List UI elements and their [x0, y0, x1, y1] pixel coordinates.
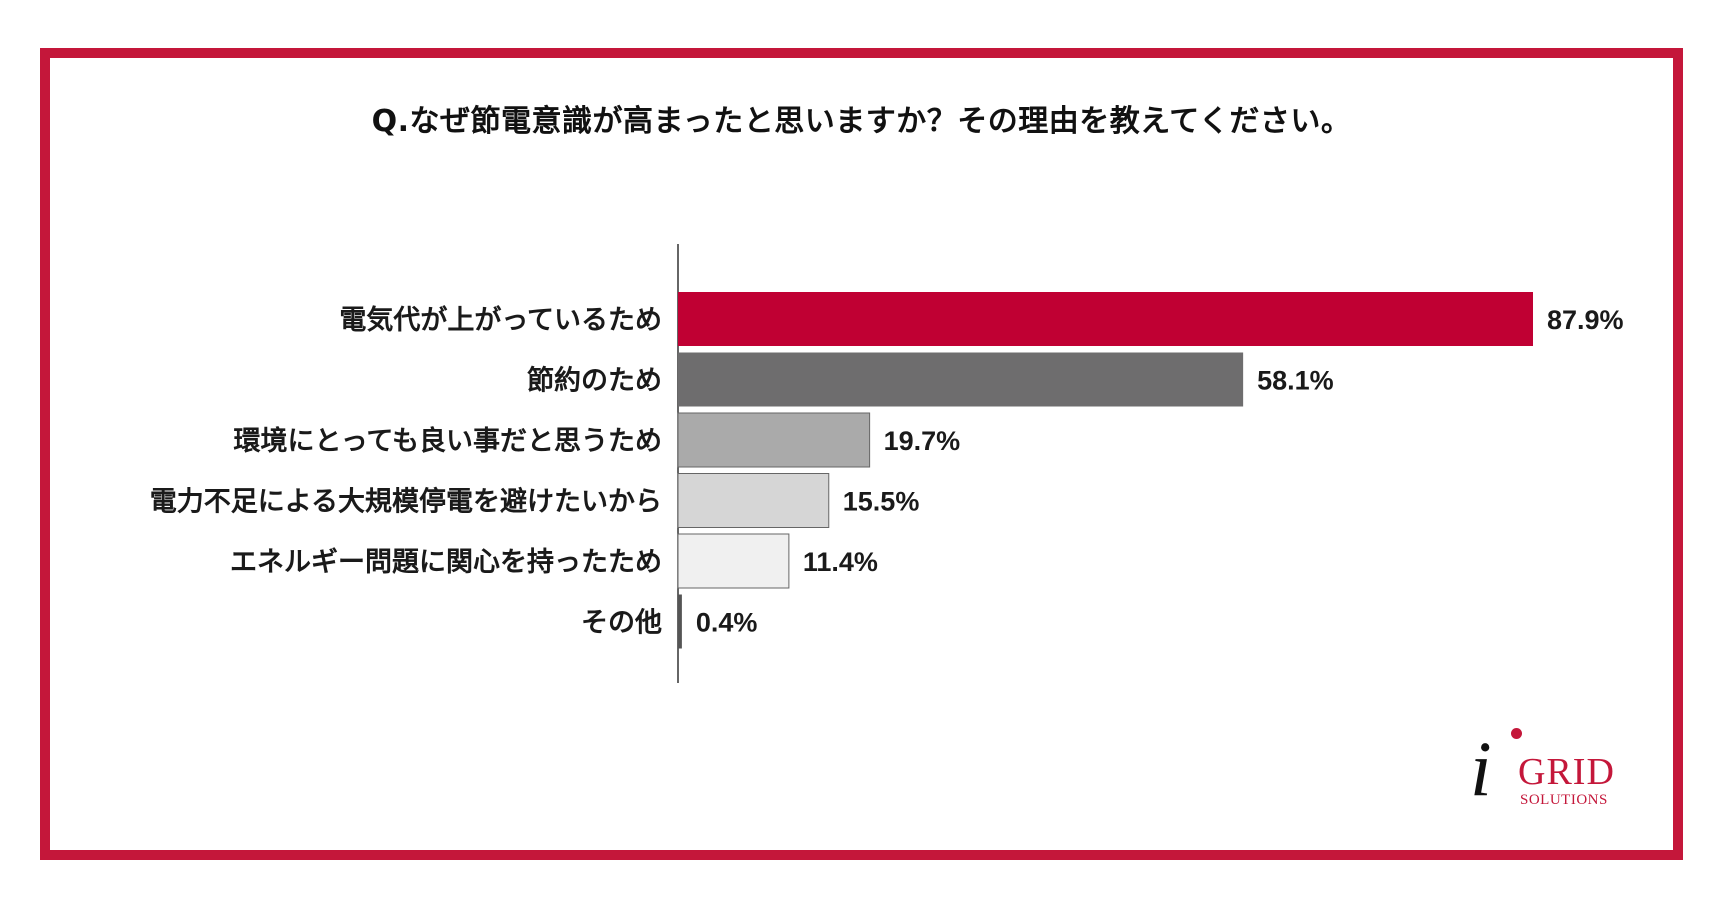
bar-1: [678, 292, 1533, 346]
bar-4: [677, 473, 830, 528]
bar-6: [678, 594, 682, 649]
value-label-4: 15.5%: [843, 487, 920, 517]
bar-5: [677, 533, 790, 589]
value-label-3: 19.7%: [884, 426, 961, 456]
value-label-5: 11.4%: [803, 547, 878, 577]
category-label-3: 環境にとっても良い事だと思うため: [234, 425, 663, 457]
logo-name: GRID: [1518, 751, 1615, 793]
category-label-5: エネルギー問題に関心を持ったため: [230, 547, 662, 578]
category-label-6: その他: [581, 608, 662, 639]
logo-letter: i: [1470, 725, 1492, 812]
logo-sub: SOLUTIONS: [1520, 792, 1608, 808]
logo-dot: [1511, 728, 1522, 739]
value-label-6: 0.4%: [696, 608, 758, 638]
chart-title: Q.なぜ節電意識が高まったと思いますか？その理由を教えてください。: [371, 104, 1352, 139]
value-label-2: 58.1%: [1257, 366, 1334, 396]
category-label-4: 電力不足による大規模停電を避けたいから: [150, 486, 662, 518]
category-label-1: 電気代が上がっているため: [339, 304, 662, 336]
value-label-1: 87.9%: [1547, 305, 1624, 335]
bar-2: [678, 352, 1244, 407]
bar-3: [677, 412, 871, 468]
category-label-2: 節約のため: [527, 365, 662, 397]
igrid-logo: i GRID SOLUTIONS: [1470, 728, 1640, 818]
